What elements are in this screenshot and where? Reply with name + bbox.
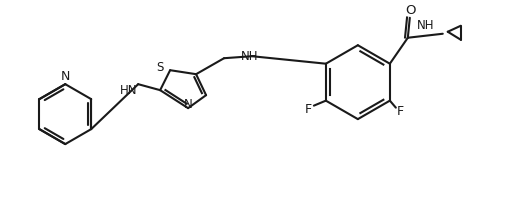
Text: S: S bbox=[156, 60, 164, 73]
Text: NH: NH bbox=[416, 19, 434, 32]
Text: HN: HN bbox=[119, 83, 137, 96]
Text: N: N bbox=[60, 70, 70, 83]
Text: F: F bbox=[304, 103, 312, 116]
Text: N: N bbox=[184, 98, 192, 110]
Text: O: O bbox=[406, 4, 416, 17]
Text: NH: NH bbox=[241, 50, 259, 63]
Text: F: F bbox=[396, 105, 404, 118]
